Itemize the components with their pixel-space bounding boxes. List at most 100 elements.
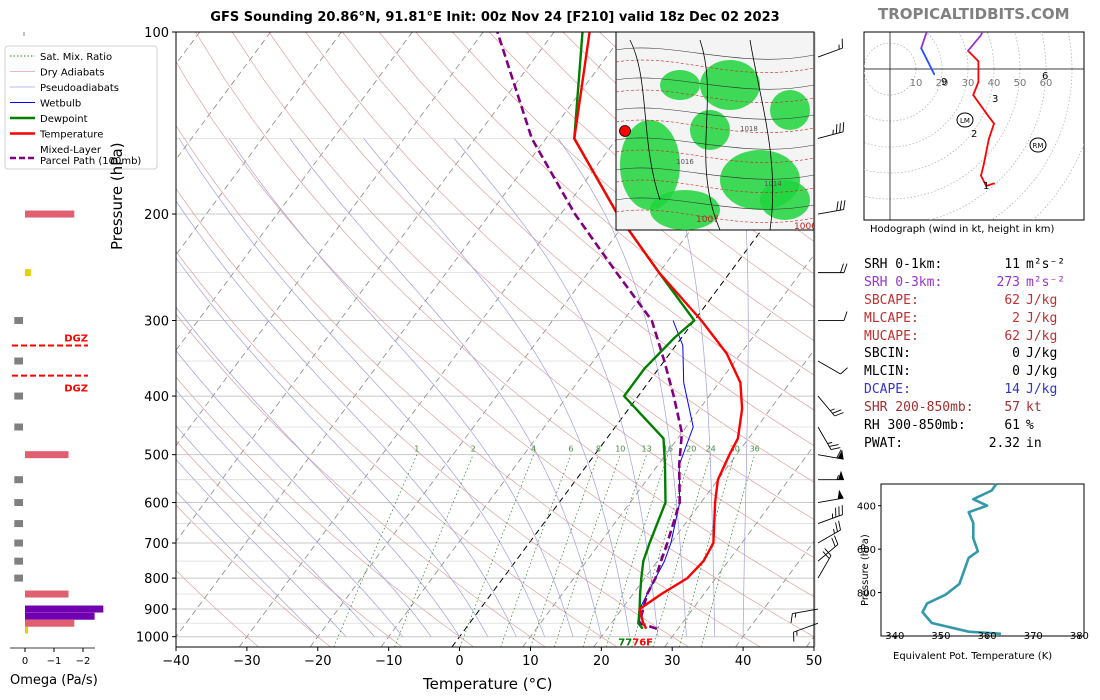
mixing-ratio-label: 13 [642,445,652,454]
map-isobar [616,107,814,120]
barb-flag [824,548,832,556]
inset-map: 1007 1006 1016 1018 1014 [615,31,815,231]
param-value: 0 [1012,346,1020,362]
param-label: MLCIN: [864,364,911,380]
dry-adiabat [452,32,814,342]
mixing-ratio-line [530,454,599,647]
x-tick-label: −30 [233,654,260,669]
barb-flag [841,505,843,515]
y-tick-label: 500 [144,449,169,464]
legend-box [4,45,158,170]
precip-area [690,110,730,150]
param-label: SRH 0-1km: [864,257,943,272]
dry-adiabat [305,32,814,483]
param-unit: J/kg [1026,310,1058,326]
dry-adiabat [176,440,403,647]
legend-label: Pseudoadiabats [40,83,119,94]
wind-barbs [790,32,848,647]
wind-barb [793,622,819,642]
barb-flag [790,613,793,623]
x-tick-label: −10 [375,654,402,669]
barb-half-flag [831,513,834,519]
barb-half-flag [832,129,834,135]
barb-staff [817,529,841,544]
param-value: 57 [1004,400,1020,416]
barb-half-flag [838,44,840,50]
barb-pennant [838,470,844,480]
barb-staff [817,47,843,58]
x-axis-label: Temperature (°C) [423,675,553,693]
map-isobar-label: 1007 [696,215,719,225]
moist-adiabat [738,138,749,637]
mixing-ratio-line [554,454,621,647]
skew-t-grid: 1 2 4 6 8 10 13 16 20 24 30 36 [176,32,814,647]
moist-adiabat [228,138,574,637]
barb-flag [838,506,840,516]
moist-adiabat [289,138,602,637]
legend-label: Mixed-Layer Parcel Path (100mb) [40,145,141,167]
theta-e-panel: 340 350 360 370 380 400 600 800 [857,483,1089,642]
mixing-ratio-line [500,454,572,647]
param-row: SRH 0-3km: 273 m²s⁻² [864,274,1065,292]
moist-adiabat [557,138,687,637]
y-tick-label: 100 [144,26,169,41]
param-unit: m²s⁻² [1026,257,1066,272]
right-mover-label: RM [1033,142,1044,150]
hodograph-segment [987,122,995,141]
param-row: SRH 0-1km: 11 m²s⁻² [864,256,1065,274]
precip-area [650,190,720,230]
inset-map-content: 1007 1006 1016 1018 1014 [616,39,814,230]
hodograph-segment [972,94,988,115]
isotherm-line [238,32,697,647]
theta-e-x-tick-label: 370 [1024,631,1043,642]
param-row: SBCAPE: 62 J/kg [864,292,1057,310]
wind-barb [817,489,844,503]
param-label: DCAPE: [864,382,911,398]
param-unit: J/kg [1026,346,1058,362]
moist-adiabat [176,458,347,637]
hodograph-frame [863,31,1085,221]
omega-bar [14,423,23,431]
param-value: 2.32 [988,435,1020,451]
param-row: RH 300-850mb: 61% [864,417,1034,435]
mixing-ratio-label: 24 [706,445,716,454]
hodograph-segment [989,4,1010,17]
barb-staff [817,454,844,460]
barb-flag [834,535,839,545]
legend-label: Wetbulb [40,99,81,110]
param-row: MUCAPE: 62 J/kg [864,328,1057,346]
height-label: 1 [983,181,989,192]
y-tick-label: 600 [144,497,169,512]
figure-title: GFS Sounding 20.86°N, 91.81°E Init: 00z … [210,10,780,25]
barb-flag [835,522,838,532]
barb-pennant [837,449,844,460]
isotherm-line [522,254,814,647]
param-row: SBCIN: 0 J/kg [864,345,1057,363]
param-row: MLCAPE: 2 J/kg [864,310,1057,328]
dry-adiabat [231,32,814,559]
theta-e-x-tick-label: 380 [1070,631,1089,642]
mixing-ratio-label: 10 [615,445,625,454]
map-contour [616,209,814,223]
mixing-ratio-line [605,454,669,647]
param-value: 14 [1004,382,1020,398]
omega-bar [25,619,75,627]
x-tick-label: 50 [806,654,823,669]
barb-half-flag [836,475,839,480]
param-unit: in [1026,435,1042,451]
y-tick-label: 800 [144,572,169,587]
theta-e-x-tick-label: 360 [978,631,997,642]
brand-watermark: TROPICALTIDBITS.COM [878,5,1070,23]
map-isobar-label: 1018 [740,125,758,133]
param-row: SHR 200-850mb: 57 kt [864,399,1042,417]
temperature-line [573,32,744,630]
wind-barb [817,122,845,139]
omega-bar [14,392,23,400]
omega-panel: DGZ DGZ 0 −1 −2 [10,32,104,667]
theta-e-line [921,483,1002,636]
dry-adiabat [378,32,814,411]
barb-flag [830,447,841,450]
hodograph-segment [980,32,984,37]
barb-staff [817,360,841,375]
skew-t-axes: −40 −30 −20 −10 0 10 20 30 40 50 100 200 300 400 500 60… [136,26,822,669]
